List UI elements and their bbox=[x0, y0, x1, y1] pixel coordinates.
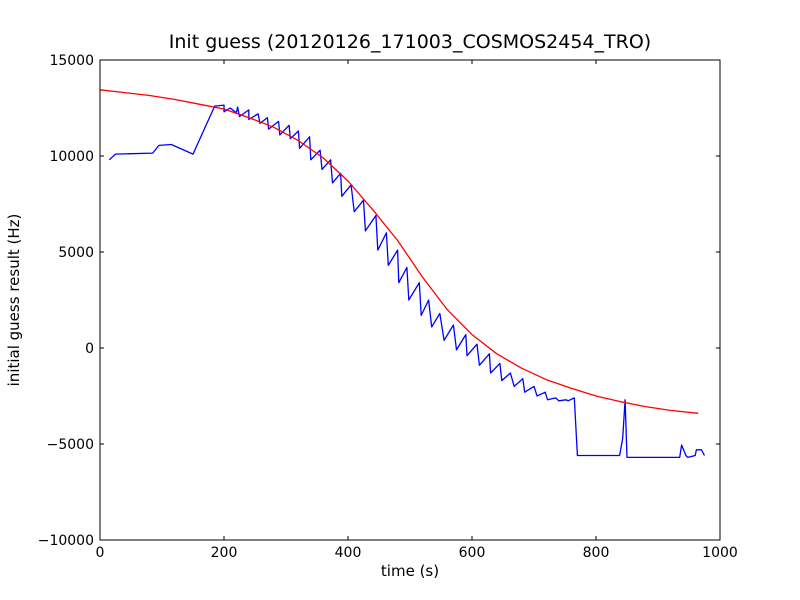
x-tick-label: 200 bbox=[211, 545, 238, 561]
y-tick-label: 15000 bbox=[49, 53, 94, 69]
x-tick-label: 0 bbox=[96, 545, 105, 561]
y-axis-label: initial guess result (Hz) bbox=[5, 214, 23, 387]
x-tick-label: 800 bbox=[583, 545, 610, 561]
y-tick-label: 10000 bbox=[49, 149, 94, 165]
series-line-1 bbox=[108, 104, 706, 459]
x-axis-label: time (s) bbox=[381, 562, 439, 580]
series-line-2 bbox=[100, 89, 699, 414]
chart-title: Init guess (20120126_171003_COSMOS2454_T… bbox=[169, 31, 651, 53]
y-tick-label: −10000 bbox=[38, 533, 94, 549]
x-tick-label: 600 bbox=[459, 545, 486, 561]
plot-area-frame bbox=[99, 59, 721, 541]
x-tick-label: 400 bbox=[335, 545, 362, 561]
y-tick-label: 5000 bbox=[58, 245, 94, 261]
y-tick-label: 0 bbox=[85, 341, 94, 357]
x-tick-label: 1000 bbox=[702, 545, 738, 561]
y-tick-label: −5000 bbox=[47, 437, 94, 453]
